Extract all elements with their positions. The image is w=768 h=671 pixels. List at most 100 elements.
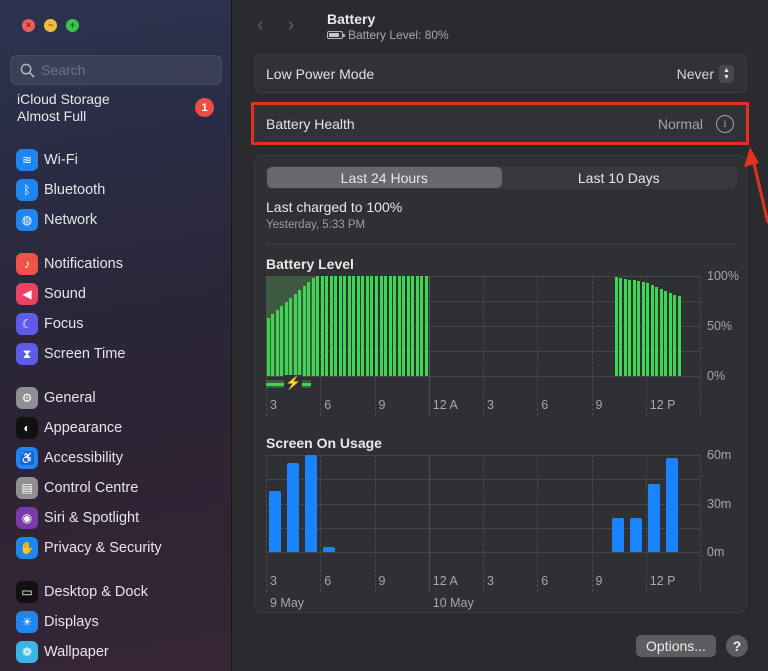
battery-bar bbox=[375, 276, 378, 376]
search-field[interactable] bbox=[10, 55, 222, 85]
search-input[interactable] bbox=[41, 62, 211, 78]
sun-icon: ☀ bbox=[16, 611, 38, 633]
x-axis-label: 6 bbox=[541, 574, 549, 588]
battery-bar bbox=[384, 276, 388, 376]
sidebar-item-screen-time[interactable]: ⧗ Screen Time bbox=[16, 339, 125, 369]
navigation-buttons: ‹ › bbox=[257, 14, 294, 37]
battery-level-chart: ⚡ bbox=[266, 276, 701, 416]
sidebar-item-privacy-security[interactable]: ✋ Privacy & Security bbox=[16, 533, 162, 563]
back-button[interactable]: ‹ bbox=[257, 14, 264, 36]
sidebar-item-focus[interactable]: ☾ Focus bbox=[16, 309, 125, 339]
gridline bbox=[428, 276, 430, 416]
y-axis-label: 30m bbox=[707, 496, 732, 511]
battery-bar bbox=[664, 291, 668, 376]
battery-bar bbox=[424, 276, 428, 376]
options-button[interactable]: Options... bbox=[636, 635, 716, 657]
battery-bar bbox=[650, 285, 654, 376]
close-button[interactable]: × bbox=[22, 19, 35, 32]
gridline bbox=[374, 455, 376, 592]
gridline bbox=[537, 276, 539, 416]
sidebar-item-label: Network bbox=[44, 212, 98, 228]
wifi-icon: ≋ bbox=[16, 149, 38, 171]
x-axis-label: 3 bbox=[270, 398, 277, 412]
sidebar-item-accessibility[interactable]: ♿ Accessibility bbox=[16, 443, 162, 473]
minimize-button[interactable]: − bbox=[44, 19, 57, 32]
sidebar-item-general[interactable]: ⚙ General bbox=[16, 383, 162, 413]
search-icon bbox=[20, 63, 35, 77]
usage-bar bbox=[648, 484, 661, 552]
gridline bbox=[483, 276, 484, 416]
x-axis-label: 3 bbox=[487, 574, 494, 588]
x-axis-label: 9 bbox=[595, 398, 603, 412]
gridline bbox=[591, 276, 593, 416]
notification-badge: 1 bbox=[195, 98, 214, 117]
sidebar-item-label: Accessibility bbox=[44, 450, 123, 466]
sidebar-item-displays[interactable]: ☀ Displays bbox=[16, 607, 148, 637]
battery-bar bbox=[302, 286, 306, 376]
gear-icon: ⚙ bbox=[16, 387, 38, 409]
icloud-storage-alert[interactable]: iCloud Storage Almost Full bbox=[17, 91, 110, 125]
sidebar-item-wi-fi[interactable]: ≋ Wi-Fi bbox=[16, 145, 105, 175]
battery-bar bbox=[641, 282, 645, 376]
icloud-line-1: iCloud Storage bbox=[17, 91, 110, 107]
sidebar-item-label: Appearance bbox=[44, 420, 123, 436]
battery-bar bbox=[655, 287, 659, 376]
battery-bar bbox=[623, 279, 627, 376]
window-controls: × − + bbox=[22, 19, 79, 32]
low-power-mode-popup[interactable]: Never ▲ ▼ bbox=[677, 64, 734, 83]
sidebar-item-desktop-dock[interactable]: ▭ Desktop & Dock bbox=[16, 577, 148, 607]
battery-bar bbox=[632, 280, 636, 376]
battery-health-label: Battery Health bbox=[266, 115, 355, 132]
x-axis-label: 12 A bbox=[432, 398, 458, 412]
battery-bar bbox=[293, 294, 297, 376]
x-axis-label: 9 bbox=[378, 398, 386, 412]
bell-icon: ♪ bbox=[16, 253, 38, 275]
forward-button[interactable]: › bbox=[287, 14, 295, 36]
gridline bbox=[483, 455, 484, 592]
battery-bar bbox=[311, 278, 315, 376]
battery-bar bbox=[677, 296, 681, 376]
battery-bar bbox=[266, 318, 270, 376]
info-icon[interactable]: i bbox=[716, 114, 734, 133]
tab-last-10-days[interactable]: Last 10 Days bbox=[577, 169, 660, 186]
usage-bar bbox=[666, 458, 679, 552]
gridline bbox=[645, 455, 647, 592]
battery-bar bbox=[352, 276, 356, 376]
gridline bbox=[266, 455, 267, 592]
x-axis-label: 6 bbox=[324, 398, 332, 412]
sidebar-item-network[interactable]: ◍ Network bbox=[16, 205, 105, 235]
globe-icon: ◍ bbox=[16, 209, 38, 231]
sidebar-item-control-centre[interactable]: ▤ Control Centre bbox=[16, 473, 162, 503]
battery-bar bbox=[338, 276, 342, 376]
sidebar-item-wallpaper[interactable]: ❁ Wallpaper bbox=[16, 637, 148, 667]
tab-last-24-hours[interactable]: Last 24 Hours bbox=[267, 167, 502, 188]
battery-bar bbox=[659, 289, 663, 376]
usage-history-card: Last 24 Hours Last 10 Days Last charged … bbox=[254, 155, 747, 613]
date-label: 10 May bbox=[432, 596, 474, 610]
help-button[interactable]: ? bbox=[726, 635, 748, 657]
sidebar-item-label: Sound bbox=[44, 286, 86, 302]
battery-bar bbox=[356, 276, 360, 376]
sidebar-item-appearance[interactable]: ◐ Appearance bbox=[16, 413, 162, 443]
battery-pane: ‹ › Battery Battery Level: 80% Low Power… bbox=[233, 0, 768, 671]
battery-bar bbox=[637, 281, 641, 376]
x-axis-label: 3 bbox=[487, 398, 494, 412]
sidebar-item-label: General bbox=[44, 390, 96, 406]
battery-bar bbox=[415, 276, 419, 376]
sidebar-item-bluetooth[interactable]: ᛒ Bluetooth bbox=[16, 175, 105, 205]
sidebar-item-label: Screen Time bbox=[44, 346, 126, 362]
usage-bar bbox=[304, 455, 317, 552]
low-power-mode-label: Low Power Mode bbox=[266, 65, 375, 82]
usage-bar bbox=[268, 490, 281, 552]
sidebar-item-notifications[interactable]: ♪ Notifications bbox=[16, 249, 125, 279]
dock-icon: ▭ bbox=[16, 581, 38, 603]
time-range-segmented-control: Last 24 Hours Last 10 Days bbox=[266, 166, 737, 189]
battery-bar bbox=[646, 283, 650, 376]
maximize-button[interactable]: + bbox=[66, 19, 79, 32]
battery-level-subtitle: Battery Level: 80% bbox=[327, 28, 449, 42]
sidebar-item-sound[interactable]: ◀ Sound bbox=[16, 279, 125, 309]
battery-icon bbox=[327, 31, 345, 39]
sidebar-item-siri-spotlight[interactable]: ◉ Siri & Spotlight bbox=[16, 503, 162, 533]
x-axis-label: 6 bbox=[324, 574, 332, 588]
